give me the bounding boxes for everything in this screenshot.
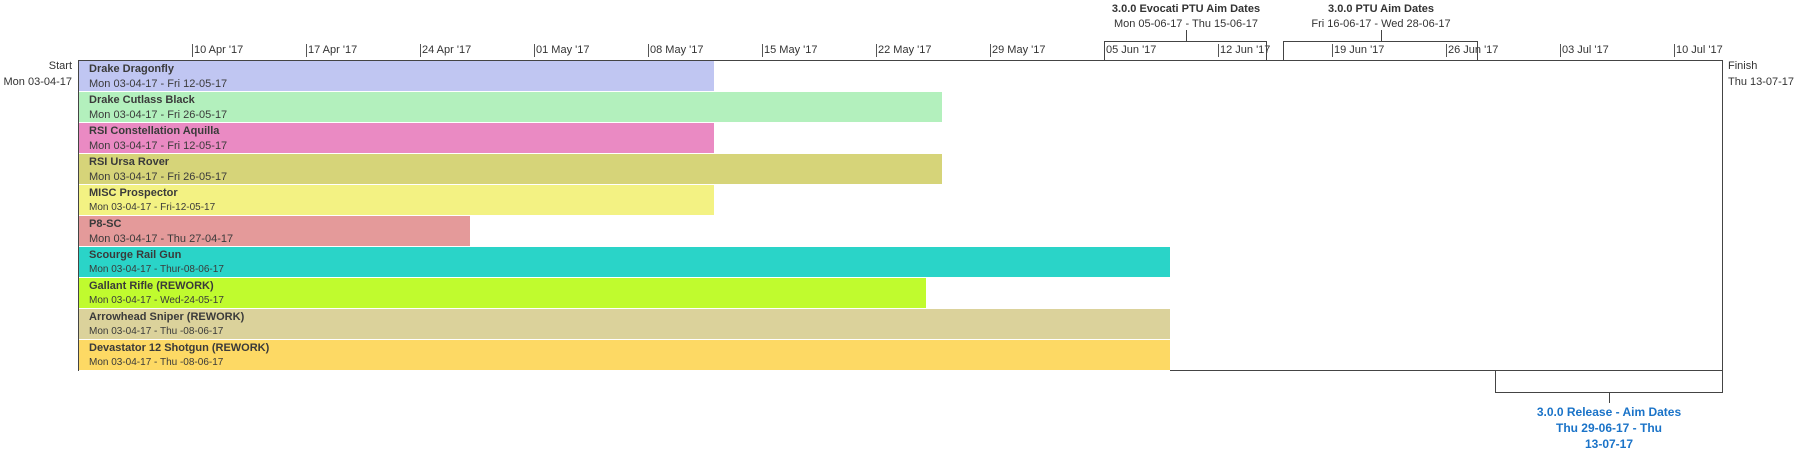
milestone-dates: Mon 05-06-17 - Thu 15-06-17 (1113, 18, 1259, 30)
axis-tick-mark (1560, 44, 1561, 57)
task-dates: Mon 03-04-17 - Fri 26-05-17 (89, 171, 228, 183)
release-bracket-line (1495, 371, 1723, 393)
axis-tick-mark (876, 44, 877, 57)
start-label-text: Start (48, 60, 72, 72)
axis-tick-label: 15 May '17 (764, 44, 818, 56)
axis-tick-label: 08 May '17 (650, 44, 704, 56)
task-dates: Mon 03-04-17 - Fri-12-05-17 (89, 202, 216, 213)
task-name: P8-SC (89, 218, 122, 230)
task-name: RSI Ursa Rover (89, 156, 170, 168)
axis-tick-label: 29 May '17 (992, 44, 1046, 56)
task-bar[interactable]: Scourge Rail Gun Mon 03-04-17 - Thur-08-0… (79, 247, 1170, 278)
task-bar[interactable]: Arrowhead Sniper (REWORK) Mon 03-04-17 - … (79, 309, 1170, 340)
axis-tick-label: 22 May '17 (878, 44, 932, 56)
task-name: MISC Prospector (89, 187, 178, 199)
finish-date: Thu 13-07-17 (1728, 76, 1795, 88)
finish-label-text: Finish (1728, 60, 1758, 72)
axis-tick-mark (420, 44, 421, 57)
task-bar[interactable]: Drake Cutlass Black Mon 03-04-17 - Fri 26… (79, 92, 942, 123)
task-dates: Mon 03-04-17 - Fri 12-05-17 (89, 78, 228, 90)
axis-tick-mark (1674, 44, 1675, 57)
milestone-bracket (1104, 41, 1267, 60)
release-stem (1609, 393, 1610, 403)
milestone-bracket (1283, 41, 1478, 60)
task-name: Drake Cutlass Black (89, 94, 195, 106)
task-dates: Mon 03-04-17 - Thu -08-06-17 (89, 357, 224, 368)
milestone-stem (1381, 30, 1382, 41)
task-name: Scourge Rail Gun (89, 249, 182, 261)
milestone-dates: Fri 16-06-17 - Wed 28-06-17 (1311, 18, 1451, 30)
axis-tick-label: 03 Jul '17 (1562, 44, 1609, 56)
release-label-line: 13-07-17 (1584, 437, 1634, 451)
task-dates: Mon 03-04-17 - Thu 27-04-17 (89, 233, 234, 245)
axis-tick-label: 24 Apr '17 (422, 44, 472, 56)
axis-tick-label: 19 Jun '17 (1334, 44, 1385, 56)
task-dates: Mon 03-04-17 - Fri 26-05-17 (89, 109, 228, 121)
task-bar[interactable]: Devastator 12 Shotgun (REWORK) Mon 03-04-… (79, 340, 1170, 371)
task-dates: Mon 03-04-17 - Thu -08-06-17 (89, 326, 224, 337)
release-label-line: 3.0.0 Release - Aim Dates (1536, 405, 1682, 419)
release-label: 3.0.0 Release - Aim Dates Thu 29-06-17 - … (1519, 404, 1699, 452)
task-dates: Mon 03-04-17 - Thur-08-06-17 (89, 264, 224, 275)
axis-tick-label: 05 Jun '17 (1106, 44, 1157, 56)
axis-tick-label: 12 Jun '17 (1220, 44, 1271, 56)
task-bar[interactable]: RSI Constellation Aquilla Mon 03-04-17 - … (79, 123, 714, 154)
release-label-line: Thu 29-06-17 - Thu (1555, 421, 1662, 435)
milestone-title: 3.0.0 PTU Aim Dates (1328, 3, 1434, 15)
axis-tick-mark (192, 44, 193, 57)
axis-tick-mark (1218, 44, 1219, 57)
axis-tick-label: 17 Apr '17 (308, 44, 358, 56)
task-dates: Mon 03-04-17 - Wed-24-05-17 (89, 295, 224, 306)
axis-tick-label: 10 Apr '17 (194, 44, 244, 56)
task-frame: Drake Dragonfly Mon 03-04-17 - Fri 12-05-… (78, 60, 1723, 371)
axis-tick-mark (762, 44, 763, 57)
axis-tick-label: 01 May '17 (536, 44, 590, 56)
task-dates: Mon 03-04-17 - Fri 12-05-17 (89, 140, 228, 152)
milestone-title: 3.0.0 Evocati PTU Aim Dates (1111, 3, 1261, 15)
task-bar[interactable]: RSI Ursa Rover Mon 03-04-17 - Fri 26-05-1… (79, 154, 942, 185)
finish-label: Finish Thu 13-07-17 (1728, 58, 1794, 90)
axis-tick-label: 26 Jun '17 (1448, 44, 1499, 56)
task-name: Drake Dragonfly (89, 63, 174, 75)
axis-tick-mark (990, 44, 991, 57)
milestone-stem (1186, 30, 1187, 41)
task-name: Gallant Rifle (REWORK) (89, 280, 214, 292)
axis-tick-mark (1332, 44, 1333, 57)
axis-tick-mark (534, 44, 535, 57)
axis-tick-mark (306, 44, 307, 57)
start-date: Mon 03-04-17 (3, 76, 73, 88)
axis-tick-label: 10 Jul '17 (1676, 44, 1723, 56)
task-name: RSI Constellation Aquilla (89, 125, 220, 137)
axis-tick-mark (648, 44, 649, 57)
task-bar[interactable]: Gallant Rifle (REWORK) Mon 03-04-17 - Wed… (79, 278, 926, 309)
task-bar[interactable]: MISC Prospector Mon 03-04-17 - Fri-12-05-… (79, 185, 714, 216)
axis-tick-mark (1446, 44, 1447, 57)
task-name: Devastator 12 Shotgun (REWORK) (89, 342, 270, 354)
task-name: Arrowhead Sniper (REWORK) (89, 311, 245, 323)
task-bar[interactable]: P8-SC Mon 03-04-17 - Thu 27-04-17 (79, 216, 470, 247)
task-bar[interactable]: Drake Dragonfly Mon 03-04-17 - Fri 12-05-… (79, 61, 714, 92)
start-label: Start Mon 03-04-17 (0, 58, 73, 90)
